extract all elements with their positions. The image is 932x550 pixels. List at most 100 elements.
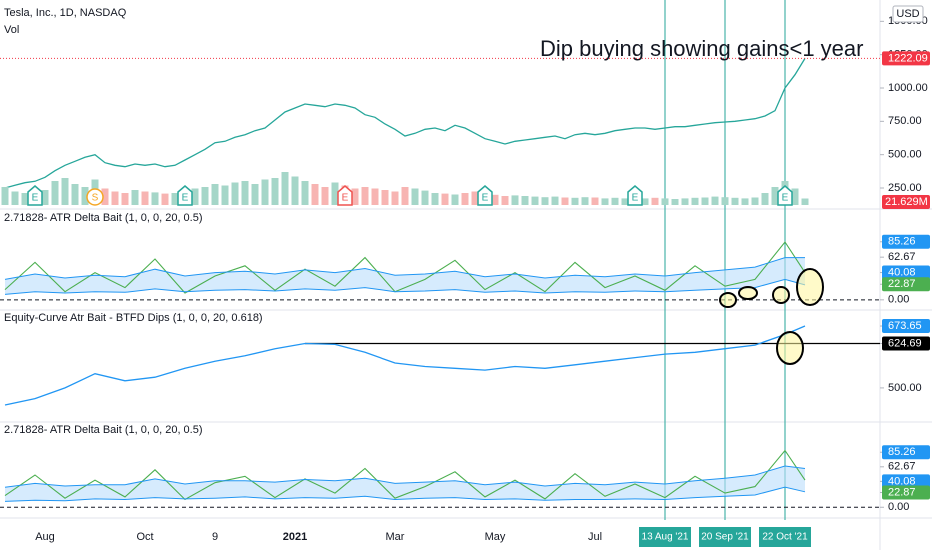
volume-bar xyxy=(691,197,699,205)
volume-bar xyxy=(281,172,289,205)
volume-bar xyxy=(521,196,529,205)
volume-bar xyxy=(391,191,399,205)
band-edge xyxy=(4,486,806,502)
volume-bar xyxy=(291,176,299,205)
volume-bar xyxy=(191,188,199,205)
currency: USD xyxy=(896,8,919,20)
drawing-ellipse xyxy=(796,268,824,306)
annotation: Dip buying showing gains<1 year xyxy=(540,36,863,61)
price-label-box xyxy=(882,234,930,249)
volume-bar xyxy=(451,194,459,205)
volume-bar xyxy=(771,187,779,205)
band-edge xyxy=(4,465,806,488)
event-marker xyxy=(477,185,493,206)
volume-bar xyxy=(501,196,509,205)
drawing-ellipse xyxy=(772,286,790,304)
y-tick-label: 673.65 xyxy=(888,320,922,332)
volume-bar xyxy=(321,187,329,205)
event-label: S xyxy=(92,193,99,204)
x-tick-label: 22 Oct '21 xyxy=(762,532,808,543)
volume-bar xyxy=(271,178,279,205)
volume-bar xyxy=(401,187,409,205)
event-marker xyxy=(777,185,793,206)
y-tick-label: 1000.00 xyxy=(888,82,928,94)
volume-bar xyxy=(551,196,559,205)
volume-bar xyxy=(21,193,29,205)
volume-bar xyxy=(801,198,809,205)
volume-bar xyxy=(381,190,389,205)
volume-bar xyxy=(761,193,769,205)
volume-bar xyxy=(491,194,499,205)
volume-bar xyxy=(611,197,619,205)
y-tick-label: 500.00 xyxy=(888,382,922,394)
volume-bar xyxy=(141,191,149,205)
y-tick-label: 250.00 xyxy=(888,182,922,194)
y-tick-label: 750.00 xyxy=(888,115,922,127)
volume-bar xyxy=(101,188,109,205)
pane-title: 2.71828- ATR Delta Bait (1, 0, 0, 20, 0.… xyxy=(4,424,203,436)
volume-bar xyxy=(71,184,79,205)
y-tick-label: 22.87 xyxy=(888,486,916,498)
volume-bar xyxy=(11,191,19,205)
event-label: E xyxy=(632,193,639,204)
last-price-label: 1222.09 xyxy=(888,52,928,64)
volume-bar xyxy=(211,184,219,205)
subtitle: Vol xyxy=(4,24,19,36)
volume-bar xyxy=(791,188,799,205)
volume-bar xyxy=(721,197,729,205)
y-tick-label: 624.69 xyxy=(888,337,922,349)
pane-title: 2.71828- ATR Delta Bait (1, 0, 0, 20, 0.… xyxy=(4,212,203,224)
price-label-box xyxy=(882,474,930,489)
date-highlight xyxy=(759,527,811,547)
volume-bar xyxy=(121,193,129,205)
volume-bar xyxy=(471,191,479,205)
volume-bar xyxy=(301,181,309,205)
event-marker xyxy=(177,185,193,206)
volume-bar xyxy=(561,197,569,205)
volume-bar xyxy=(461,193,469,205)
pane-title: Tesla, Inc., 1D, NASDAQ xyxy=(4,7,127,19)
volume-bar xyxy=(311,184,319,205)
event-label: E xyxy=(32,193,39,204)
x-tick-label: 20 Sep '21 xyxy=(701,532,749,543)
volume-bar xyxy=(1,187,9,205)
x-tick-label: May xyxy=(485,531,506,543)
event-marker xyxy=(337,185,353,206)
price-label-box xyxy=(882,277,930,292)
price-label-box xyxy=(882,336,930,351)
volume-bar xyxy=(371,188,379,205)
event-label: E xyxy=(342,193,349,204)
volume-bar xyxy=(131,190,139,205)
y-tick-label: 0.00 xyxy=(888,501,909,513)
x-tick-label: 2021 xyxy=(283,531,307,543)
currency-box xyxy=(892,5,924,23)
volume-bar xyxy=(261,179,269,205)
drawing-ellipse xyxy=(719,292,737,308)
y-tick-label: 85.26 xyxy=(888,446,916,458)
x-tick-label: Aug xyxy=(35,531,55,543)
x-tick-label: 9 xyxy=(212,531,218,543)
y-tick-label: 85.26 xyxy=(888,236,916,248)
volume-bar xyxy=(731,197,739,205)
volume-bar xyxy=(601,198,609,205)
price-label-box xyxy=(882,319,930,334)
band-fill xyxy=(5,466,805,502)
y-tick-label: 0.00 xyxy=(888,294,909,306)
volume-bar xyxy=(581,197,589,205)
volume-bar xyxy=(651,197,659,205)
volume-bar xyxy=(361,187,369,205)
x-tick-label: Mar xyxy=(386,531,405,543)
x-tick-label: 13 Aug '21 xyxy=(642,532,689,543)
volume-bar xyxy=(591,197,599,205)
y-tick-label: 40.08 xyxy=(888,475,916,487)
y-tick-label: 62.67 xyxy=(888,461,916,473)
volume-bar xyxy=(661,198,669,205)
volume-bar xyxy=(641,198,649,205)
volume-bar xyxy=(151,192,159,205)
drawing-ellipse xyxy=(776,331,804,365)
event-label: E xyxy=(182,193,189,204)
y-tick-label: 500.00 xyxy=(888,149,922,161)
volume-bar xyxy=(51,181,59,205)
